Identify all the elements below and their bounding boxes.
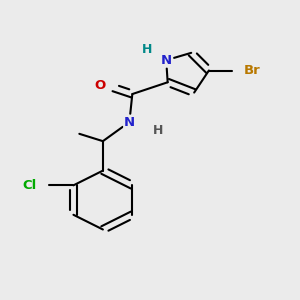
Text: N: N xyxy=(160,54,172,67)
Text: H: H xyxy=(153,124,163,137)
Text: O: O xyxy=(94,79,106,92)
Text: H: H xyxy=(142,44,152,56)
Text: Cl: Cl xyxy=(22,179,37,192)
Text: Br: Br xyxy=(244,64,261,77)
Text: N: N xyxy=(124,116,135,128)
